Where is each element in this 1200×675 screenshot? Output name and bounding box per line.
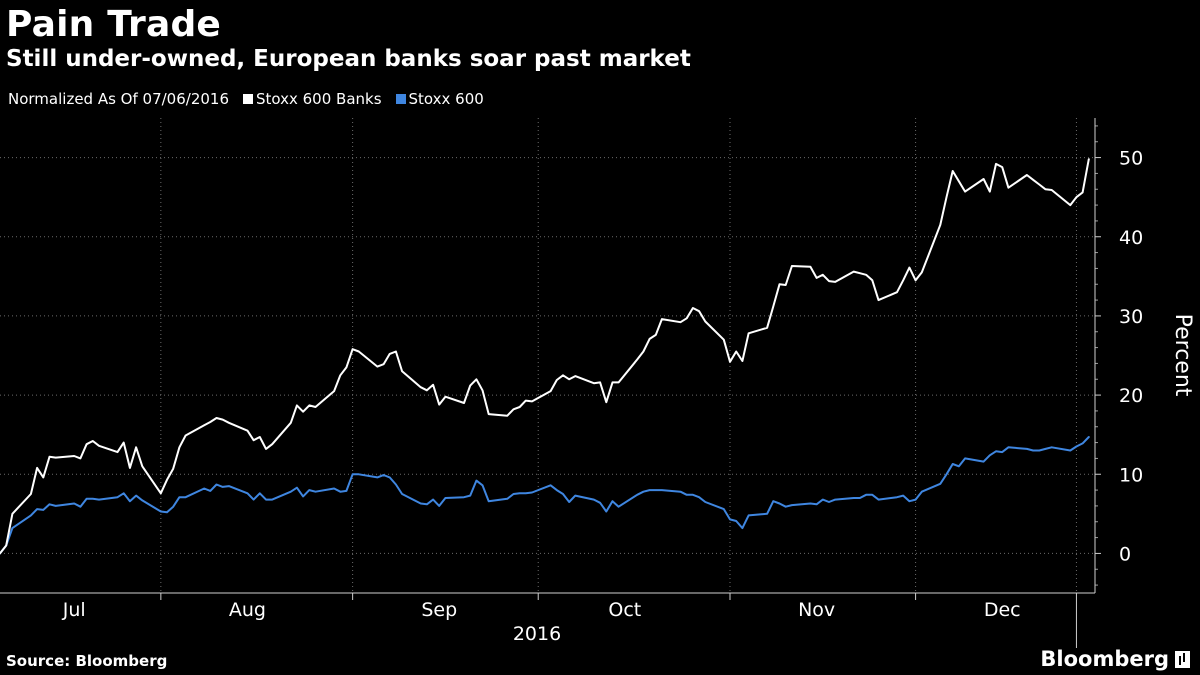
legend-item-stoxx600: Stoxx 600: [395, 90, 484, 108]
legend-swatch-stoxx600: [395, 94, 406, 104]
chart-subtitle: Still under-owned, European banks soar p…: [6, 46, 691, 72]
brand-name: Bloomberg: [1040, 647, 1169, 671]
y-tick-label: 50: [1119, 148, 1143, 170]
axes: [0, 118, 1101, 648]
series-lines: [0, 158, 1090, 555]
source-note: Source: Bloomberg: [6, 652, 168, 670]
y-tick-label: 10: [1119, 464, 1143, 486]
legend-item-banks: Stoxx 600 Banks: [243, 90, 382, 108]
x-tick-label: Jul: [62, 599, 86, 621]
legend-swatch-banks: [243, 94, 253, 104]
y-axis-label: Percent: [1170, 314, 1195, 397]
x-tick-label: Dec: [984, 599, 1021, 621]
brand-logo: Bloomberg: [1040, 647, 1190, 671]
x-tick-label: Aug: [229, 599, 266, 621]
series-line-stoxx-600: [0, 436, 1090, 555]
legend-label-banks: Stoxx 600 Banks: [256, 90, 382, 108]
legend-note: Normalized As Of 07/06/2016: [8, 90, 229, 108]
series-line-stoxx-600-banks: [0, 158, 1090, 555]
x-tick-label: Oct: [608, 599, 641, 621]
x-axis-label: 2016: [513, 623, 561, 645]
chart-badge-icon: [1175, 650, 1190, 668]
legend-label-stoxx600: Stoxx 600: [408, 90, 484, 108]
y-tick-label: 0: [1119, 543, 1131, 565]
y-tick-label: 40: [1119, 227, 1143, 249]
x-tick-label: Sep: [421, 599, 457, 621]
axis-labels: 0 10 20 30 40 50 Jul Aug Sep Oct Nov Dec 2016 Percent: [62, 148, 1195, 645]
chart-title: Pain Trade: [6, 4, 222, 45]
x-tick-label: Nov: [798, 599, 835, 621]
grid-lines: [0, 118, 1095, 593]
legend: Normalized As Of 07/06/2016 Stoxx 600 Ba…: [8, 90, 484, 108]
y-tick-label: 20: [1119, 385, 1143, 407]
y-tick-label: 30: [1119, 306, 1143, 328]
